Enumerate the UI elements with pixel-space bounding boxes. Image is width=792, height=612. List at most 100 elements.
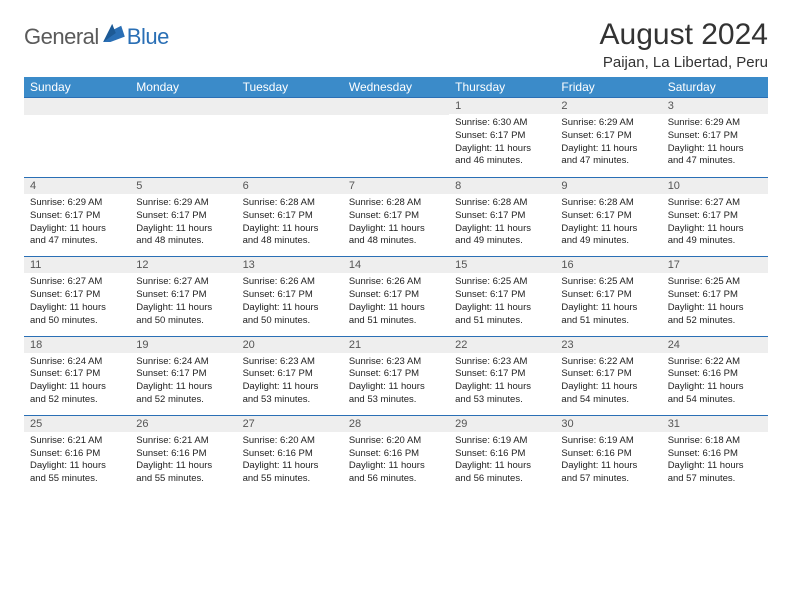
day-number: 22 (449, 337, 555, 353)
day-cell (24, 98, 130, 178)
day-header: Saturday (662, 77, 768, 98)
daylight-text: Daylight: 11 hours and 49 minutes. (668, 223, 762, 249)
day-cell: 27Sunrise: 6:20 AMSunset: 6:16 PMDayligh… (237, 415, 343, 494)
day-number: 16 (555, 257, 661, 273)
day-content: Sunrise: 6:19 AMSunset: 6:16 PMDaylight:… (449, 432, 555, 494)
day-cell: 13Sunrise: 6:26 AMSunset: 6:17 PMDayligh… (237, 257, 343, 336)
day-cell: 22Sunrise: 6:23 AMSunset: 6:17 PMDayligh… (449, 336, 555, 415)
day-cell: 23Sunrise: 6:22 AMSunset: 6:17 PMDayligh… (555, 336, 661, 415)
day-number: 7 (343, 178, 449, 194)
sunrise-text: Sunrise: 6:29 AM (30, 197, 124, 210)
day-content: Sunrise: 6:27 AMSunset: 6:17 PMDaylight:… (24, 273, 130, 335)
day-cell: 31Sunrise: 6:18 AMSunset: 6:16 PMDayligh… (662, 415, 768, 494)
daylight-text: Daylight: 11 hours and 48 minutes. (243, 223, 337, 249)
sunrise-text: Sunrise: 6:24 AM (136, 356, 230, 369)
day-content: Sunrise: 6:23 AMSunset: 6:17 PMDaylight:… (237, 353, 343, 415)
day-cell: 14Sunrise: 6:26 AMSunset: 6:17 PMDayligh… (343, 257, 449, 336)
day-number: 6 (237, 178, 343, 194)
sunrise-text: Sunrise: 6:20 AM (243, 435, 337, 448)
day-number: 28 (343, 416, 449, 432)
daylight-text: Daylight: 11 hours and 47 minutes. (561, 143, 655, 169)
day-content: Sunrise: 6:29 AMSunset: 6:17 PMDaylight:… (555, 114, 661, 176)
sunrise-text: Sunrise: 6:22 AM (668, 356, 762, 369)
day-content: Sunrise: 6:28 AMSunset: 6:17 PMDaylight:… (555, 194, 661, 256)
week-row: 25Sunrise: 6:21 AMSunset: 6:16 PMDayligh… (24, 415, 768, 494)
day-header-row: SundayMondayTuesdayWednesdayThursdayFrid… (24, 77, 768, 98)
day-content-empty (130, 115, 236, 177)
day-cell: 20Sunrise: 6:23 AMSunset: 6:17 PMDayligh… (237, 336, 343, 415)
day-cell: 18Sunrise: 6:24 AMSunset: 6:17 PMDayligh… (24, 336, 130, 415)
location-label: Paijan, La Libertad, Peru (600, 54, 768, 71)
empty-day (343, 98, 449, 115)
day-content: Sunrise: 6:25 AMSunset: 6:17 PMDaylight:… (449, 273, 555, 335)
sunrise-text: Sunrise: 6:25 AM (455, 276, 549, 289)
week-row: 18Sunrise: 6:24 AMSunset: 6:17 PMDayligh… (24, 336, 768, 415)
sunset-text: Sunset: 6:17 PM (668, 130, 762, 143)
brand-logo: General Blue (24, 18, 169, 50)
day-cell: 10Sunrise: 6:27 AMSunset: 6:17 PMDayligh… (662, 178, 768, 257)
day-number: 12 (130, 257, 236, 273)
daylight-text: Daylight: 11 hours and 48 minutes. (136, 223, 230, 249)
sunset-text: Sunset: 6:17 PM (561, 289, 655, 302)
sunset-text: Sunset: 6:16 PM (30, 448, 124, 461)
day-cell: 5Sunrise: 6:29 AMSunset: 6:17 PMDaylight… (130, 178, 236, 257)
daylight-text: Daylight: 11 hours and 53 minutes. (455, 381, 549, 407)
day-header: Thursday (449, 77, 555, 98)
daylight-text: Daylight: 11 hours and 50 minutes. (30, 302, 124, 328)
month-title: August 2024 (600, 18, 768, 52)
sunset-text: Sunset: 6:16 PM (668, 368, 762, 381)
sunset-text: Sunset: 6:17 PM (30, 210, 124, 223)
week-row: 11Sunrise: 6:27 AMSunset: 6:17 PMDayligh… (24, 257, 768, 336)
sunset-text: Sunset: 6:16 PM (668, 448, 762, 461)
day-number: 24 (662, 337, 768, 353)
calendar-page: General Blue August 2024 Paijan, La Libe… (0, 0, 792, 494)
daylight-text: Daylight: 11 hours and 56 minutes. (349, 460, 443, 486)
day-content: Sunrise: 6:22 AMSunset: 6:16 PMDaylight:… (662, 353, 768, 415)
sunset-text: Sunset: 6:17 PM (455, 130, 549, 143)
week-row: 1Sunrise: 6:30 AMSunset: 6:17 PMDaylight… (24, 98, 768, 178)
day-cell: 7Sunrise: 6:28 AMSunset: 6:17 PMDaylight… (343, 178, 449, 257)
day-cell (343, 98, 449, 178)
daylight-text: Daylight: 11 hours and 47 minutes. (30, 223, 124, 249)
day-content: Sunrise: 6:28 AMSunset: 6:17 PMDaylight:… (237, 194, 343, 256)
day-cell: 11Sunrise: 6:27 AMSunset: 6:17 PMDayligh… (24, 257, 130, 336)
day-number: 13 (237, 257, 343, 273)
sunset-text: Sunset: 6:16 PM (349, 448, 443, 461)
daylight-text: Daylight: 11 hours and 55 minutes. (30, 460, 124, 486)
sunset-text: Sunset: 6:17 PM (136, 368, 230, 381)
day-content: Sunrise: 6:30 AMSunset: 6:17 PMDaylight:… (449, 114, 555, 176)
sunrise-text: Sunrise: 6:26 AM (243, 276, 337, 289)
day-number: 26 (130, 416, 236, 432)
daylight-text: Daylight: 11 hours and 51 minutes. (455, 302, 549, 328)
day-cell (237, 98, 343, 178)
day-content: Sunrise: 6:24 AMSunset: 6:17 PMDaylight:… (24, 353, 130, 415)
day-cell: 9Sunrise: 6:28 AMSunset: 6:17 PMDaylight… (555, 178, 661, 257)
daylight-text: Daylight: 11 hours and 47 minutes. (668, 143, 762, 169)
day-number: 14 (343, 257, 449, 273)
sunrise-text: Sunrise: 6:23 AM (455, 356, 549, 369)
sunset-text: Sunset: 6:17 PM (30, 289, 124, 302)
day-number: 8 (449, 178, 555, 194)
sunset-text: Sunset: 6:17 PM (349, 368, 443, 381)
sunrise-text: Sunrise: 6:18 AM (668, 435, 762, 448)
sunrise-text: Sunrise: 6:28 AM (243, 197, 337, 210)
brand-flag-icon (103, 24, 125, 42)
sunrise-text: Sunrise: 6:29 AM (136, 197, 230, 210)
day-content: Sunrise: 6:27 AMSunset: 6:17 PMDaylight:… (662, 194, 768, 256)
day-content: Sunrise: 6:25 AMSunset: 6:17 PMDaylight:… (555, 273, 661, 335)
day-number: 21 (343, 337, 449, 353)
sunrise-text: Sunrise: 6:29 AM (561, 117, 655, 130)
daylight-text: Daylight: 11 hours and 53 minutes. (243, 381, 337, 407)
day-content: Sunrise: 6:26 AMSunset: 6:17 PMDaylight:… (237, 273, 343, 335)
sunrise-text: Sunrise: 6:25 AM (561, 276, 655, 289)
sunrise-text: Sunrise: 6:27 AM (136, 276, 230, 289)
day-content: Sunrise: 6:29 AMSunset: 6:17 PMDaylight:… (662, 114, 768, 176)
day-number: 2 (555, 98, 661, 114)
sunset-text: Sunset: 6:17 PM (561, 368, 655, 381)
daylight-text: Daylight: 11 hours and 48 minutes. (349, 223, 443, 249)
day-cell: 1Sunrise: 6:30 AMSunset: 6:17 PMDaylight… (449, 98, 555, 178)
daylight-text: Daylight: 11 hours and 55 minutes. (243, 460, 337, 486)
day-header: Tuesday (237, 77, 343, 98)
calendar-table: SundayMondayTuesdayWednesdayThursdayFrid… (24, 77, 768, 494)
sunset-text: Sunset: 6:17 PM (561, 210, 655, 223)
